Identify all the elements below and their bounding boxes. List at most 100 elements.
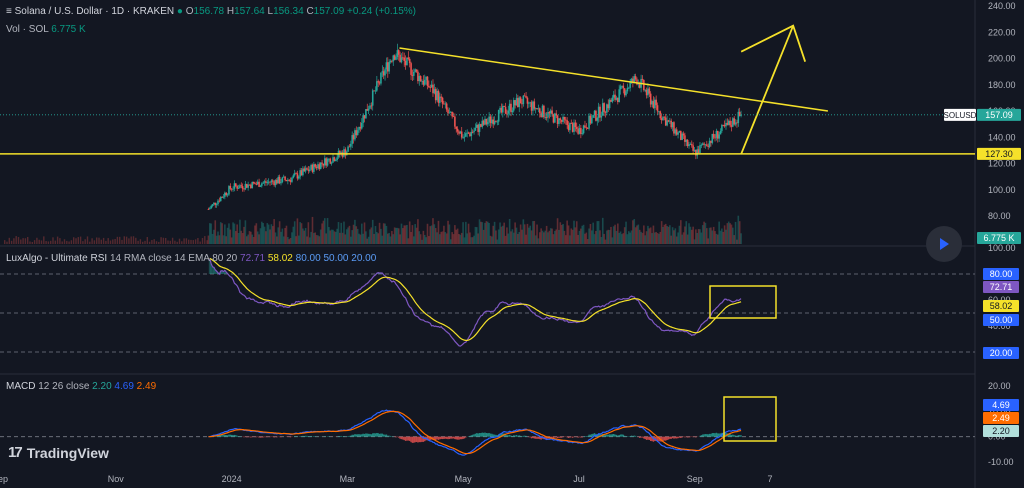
candle-body: [241, 186, 244, 189]
symbol-title[interactable]: Solana / U.S. Dollar · 1D · KRAKEN: [14, 6, 175, 17]
volume-bar: [734, 221, 737, 244]
volume-bar: [703, 221, 705, 244]
macd-title[interactable]: MACD: [6, 381, 36, 392]
volume-bar: [109, 240, 112, 244]
volume-bar: [696, 232, 699, 244]
rsi-title[interactable]: LuxAlgo - Ultimate RSI: [6, 253, 108, 264]
volume-bar: [295, 236, 297, 244]
candle-body: [707, 145, 709, 147]
candle-body: [439, 96, 441, 103]
candle-body: [697, 149, 700, 154]
candle-body: [293, 173, 296, 176]
macd-histogram-bar: [485, 433, 488, 437]
price-tick-label: 140.00: [988, 132, 1016, 142]
candle-body: [354, 130, 356, 140]
macd-histogram-bar: [217, 435, 219, 437]
volume-label[interactable]: Vol · SOL: [6, 24, 49, 35]
candle-body: [262, 182, 264, 184]
rsi-value-3: 80.00: [295, 253, 321, 264]
macd-tag-bg: [983, 399, 1019, 411]
tradingview-logo[interactable]: 17 TradingView: [8, 444, 109, 461]
volume-bar: [358, 233, 360, 244]
volume-bar: [714, 231, 716, 244]
legend-menu-icon[interactable]: ≡: [6, 6, 12, 17]
volume-bar: [627, 231, 630, 244]
high-value: 157.64: [234, 6, 265, 17]
macd-histogram-bar: [476, 433, 478, 437]
volume-bar: [629, 232, 631, 244]
macd-histogram-bar: [585, 436, 588, 437]
volume-bar: [259, 228, 262, 244]
candle-body: [215, 204, 218, 205]
volume-tag: 6.775 K: [983, 233, 1014, 243]
volume-bar: [684, 226, 686, 244]
candle-body: [589, 115, 592, 124]
volume-bar: [224, 224, 226, 244]
candle-body: [534, 108, 537, 109]
play-button[interactable]: [926, 226, 962, 262]
volume-bar: [407, 238, 410, 244]
candle-body: [441, 97, 444, 104]
candle-body: [347, 146, 349, 152]
volume-bar: [139, 239, 142, 244]
volume-bar: [347, 227, 349, 244]
macd-histogram-bar: [484, 432, 486, 437]
volume-bar: [75, 238, 77, 244]
volume-bar: [299, 222, 301, 244]
volume-bar: [688, 223, 690, 244]
macd-histogram-bar: [681, 436, 683, 438]
volume-bar: [241, 233, 244, 244]
macd-histogram-bar: [458, 436, 460, 440]
candle-body: [603, 103, 605, 112]
volume-bar: [429, 226, 432, 244]
candle-body: [636, 79, 638, 85]
macd-histogram-bar: [560, 436, 563, 438]
candle-body: [615, 97, 618, 100]
candle-body: [303, 168, 306, 172]
volume-bar: [730, 224, 733, 244]
candle-body: [574, 122, 577, 128]
macd-histogram-bar: [310, 435, 312, 437]
macd-histogram-bar: [651, 436, 653, 442]
candle-body: [210, 205, 212, 209]
macd-histogram-bar: [369, 433, 371, 437]
volume-bar: [507, 233, 510, 244]
volume-bar: [448, 224, 451, 244]
candle-body: [567, 125, 570, 131]
volume-bar: [707, 238, 709, 244]
candle-body: [384, 69, 386, 76]
macd-value: 4.69: [114, 381, 134, 392]
macd-histogram-bar: [324, 436, 326, 437]
candle-body: [673, 122, 675, 134]
macd-histogram-bar: [441, 436, 444, 440]
macd-histogram-bar: [493, 434, 496, 437]
candle-body: [721, 124, 723, 131]
macd-histogram-bar: [588, 434, 590, 437]
macd-histogram-bar: [725, 433, 727, 437]
volume-bar: [471, 237, 474, 244]
macd-histogram-bar: [649, 436, 652, 442]
rsi-tag: 72.71: [990, 282, 1013, 292]
candle-body: [288, 179, 291, 181]
candle-body: [382, 71, 385, 76]
rsi-value-2: 58.02: [267, 253, 293, 264]
x-tick-label: Nov: [108, 474, 125, 484]
volume-bar: [314, 232, 317, 244]
candle-body: [653, 99, 656, 109]
candle-body: [564, 119, 567, 121]
macd-histogram-bar: [295, 436, 297, 437]
volume-bar: [318, 236, 321, 244]
volume-bar: [488, 222, 490, 244]
volume-bar: [235, 231, 237, 244]
macd-histogram-bar: [734, 435, 737, 437]
volume-bar: [341, 232, 344, 244]
macd-histogram-bar: [456, 436, 459, 440]
x-tick-label: May: [455, 474, 473, 484]
volume-bar: [86, 236, 89, 244]
candle-body: [710, 140, 712, 143]
volume-bar: [89, 241, 91, 244]
volume-bar: [190, 239, 192, 244]
macd-histogram-bar: [313, 436, 315, 437]
candle-body: [681, 133, 683, 140]
